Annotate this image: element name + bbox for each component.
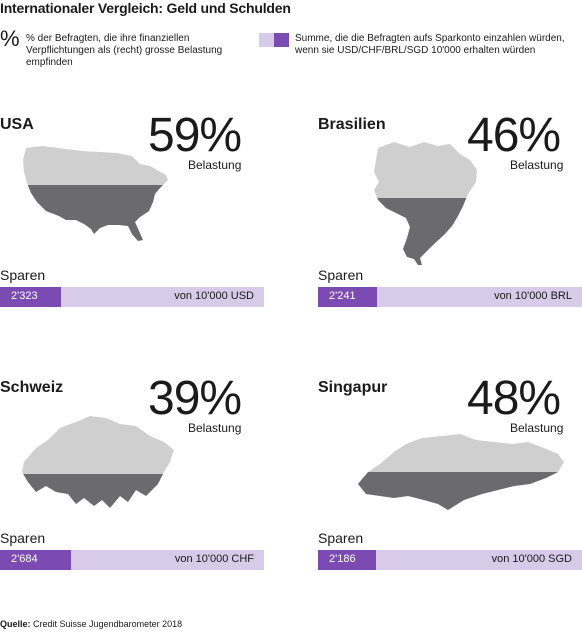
- burden-label: Belastung: [188, 158, 242, 172]
- savings-total: von 10'000 BRL: [494, 290, 572, 302]
- savings-fill: [0, 550, 71, 570]
- savings-label: Sparen: [0, 267, 46, 283]
- savings-fill: [318, 550, 376, 570]
- savings-total: von 10'000 USD: [174, 290, 254, 302]
- savings-label: Sparen: [318, 530, 364, 546]
- legend-savings-text: Summe, die die Befragten aufs Sparkonto …: [295, 33, 565, 56]
- burden-percent: 48%: [467, 372, 561, 425]
- burden-percent: 46%: [467, 109, 561, 162]
- brazil-map-icon: [374, 142, 477, 265]
- country-label: Brasilien: [318, 116, 386, 133]
- legend-savings-swatch: [259, 33, 289, 47]
- savings-value: 2'684: [11, 553, 38, 565]
- usa-map-icon: [23, 146, 168, 241]
- burden-percent: 39%: [148, 372, 242, 425]
- burden-label: Belastung: [510, 421, 564, 435]
- burden-label: Belastung: [188, 421, 242, 435]
- savings-label: Sparen: [318, 267, 364, 283]
- country-label: Schweiz: [0, 379, 64, 396]
- savings-bar: 2'241 von 10'000 BRL: [318, 287, 582, 307]
- savings-total: von 10'000 CHF: [174, 553, 254, 565]
- source-text: Credit Suisse Jugendbarometer 2018: [33, 619, 183, 629]
- savings-value: 2'241: [329, 290, 356, 302]
- savings-fill: [318, 287, 378, 307]
- source-label: Quelle:: [0, 619, 31, 629]
- singapore-map-icon: [358, 434, 564, 510]
- savings-value: 2'186: [329, 553, 356, 565]
- savings-bar: 2'684 von 10'000 CHF: [0, 550, 264, 570]
- country-label: Singapur: [318, 379, 388, 396]
- source-note: Quelle: Credit Suisse Jugendbarometer 20…: [0, 619, 182, 629]
- country-label: USA: [0, 116, 34, 133]
- chart-title: Internationaler Vergleich: Geld und Schu…: [0, 0, 291, 16]
- savings-label: Sparen: [0, 530, 46, 546]
- savings-bar: 2'323 von 10'000 USD: [0, 287, 264, 307]
- switzerland-map-icon: [22, 416, 174, 508]
- burden-percent: 59%: [148, 109, 242, 162]
- legend-percent-text: % der Befragten, die ihre finanziellen V…: [26, 33, 223, 68]
- legend-swatch-light: [259, 33, 274, 47]
- burden-label: Belastung: [510, 158, 564, 172]
- savings-bar: 2'186 von 10'000 SGD: [318, 550, 582, 570]
- savings-total: von 10'000 SGD: [491, 553, 572, 565]
- savings-fill: [0, 287, 62, 307]
- legend-swatch-dark: [274, 33, 289, 47]
- savings-value: 2'323: [11, 290, 38, 302]
- legend-percent-symbol: %: [0, 26, 20, 51]
